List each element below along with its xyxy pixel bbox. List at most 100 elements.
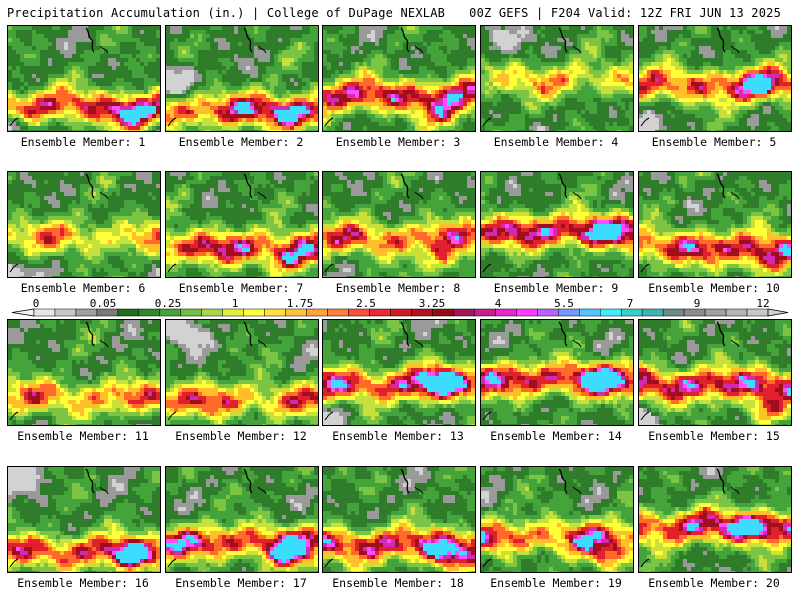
colorbar-segment xyxy=(537,308,559,317)
colorbar-tick-label: 0.25 xyxy=(155,297,182,310)
ensemble-member-map xyxy=(165,319,319,426)
coastline xyxy=(243,468,253,494)
coastline xyxy=(85,173,95,199)
colorbar-segment xyxy=(411,308,433,317)
colorbar-tick-label: 12 xyxy=(756,297,769,310)
precipitation-field xyxy=(8,172,160,277)
colorbar-left-arrow xyxy=(11,308,35,317)
ensemble-member-label: Ensemble Member: 7 xyxy=(162,281,320,295)
colorbar-segment xyxy=(641,308,664,317)
ensemble-member-label: Ensemble Member: 19 xyxy=(477,576,635,590)
coastline xyxy=(257,339,267,348)
coastline xyxy=(730,45,740,54)
colorbar-segment xyxy=(704,308,727,317)
colorbar-tick-label: 1 xyxy=(232,297,239,310)
ensemble-member-map xyxy=(322,319,476,426)
coastline xyxy=(324,411,334,421)
ensemble-member-map xyxy=(165,25,319,132)
colorbar-segment xyxy=(264,308,286,317)
colorbar-segment xyxy=(683,308,706,317)
coastline xyxy=(482,558,492,568)
precipitation-field xyxy=(481,320,633,425)
coastline xyxy=(640,411,650,421)
colorbar-segment xyxy=(33,308,56,317)
ensemble-member-label: Ensemble Member: 10 xyxy=(635,281,793,295)
ensemble-member-map xyxy=(322,25,476,132)
coastline xyxy=(257,45,267,54)
coastline xyxy=(400,173,410,199)
ensemble-member-label: Ensemble Member: 6 xyxy=(4,281,162,295)
precipitation-field xyxy=(481,26,633,131)
ensemble-member-map xyxy=(7,171,161,278)
ensemble-member-map xyxy=(638,319,792,426)
colorbar-tick-label: 3.25 xyxy=(419,297,446,310)
coastline xyxy=(324,263,334,273)
coastline xyxy=(167,117,177,127)
coastline xyxy=(716,27,726,53)
colorbar-segment xyxy=(96,308,119,317)
precipitation-field xyxy=(481,172,633,277)
ensemble-member-label: Ensemble Member: 1 xyxy=(4,135,162,149)
ensemble-member-map xyxy=(7,25,161,132)
coastline xyxy=(716,468,726,494)
ensemble-member-map xyxy=(638,25,792,132)
colorbar-tick-label: 0.05 xyxy=(90,297,117,310)
colorbar-segment xyxy=(474,308,496,317)
colorbar-segment xyxy=(558,308,580,317)
precipitation-field xyxy=(639,172,791,277)
coastline xyxy=(257,191,267,200)
map-title: Precipitation Accumulation (in.) | Colle… xyxy=(7,6,445,20)
coastline xyxy=(572,339,582,348)
ensemble-member-label: Ensemble Member: 12 xyxy=(162,429,320,443)
colorbar-segment xyxy=(390,308,412,317)
colorbar-segment xyxy=(516,308,538,317)
precipitation-field xyxy=(323,26,475,131)
coastline xyxy=(716,321,726,347)
coastline xyxy=(558,27,568,53)
colorbar-tick-label: 0 xyxy=(33,297,40,310)
ensemble-member-label: Ensemble Member: 16 xyxy=(4,576,162,590)
ensemble-member-label: Ensemble Member: 13 xyxy=(319,429,477,443)
coastline xyxy=(167,263,177,273)
coastline xyxy=(572,45,582,54)
colorbar-segment xyxy=(180,308,203,317)
ensemble-member-map xyxy=(480,171,634,278)
coastline xyxy=(99,339,109,348)
coastline xyxy=(9,263,19,273)
coastline xyxy=(482,117,492,127)
coastline xyxy=(730,339,740,348)
precipitation-field xyxy=(323,172,475,277)
coastline xyxy=(572,191,582,200)
ensemble-member-label: Ensemble Member: 14 xyxy=(477,429,635,443)
ensemble-member-map xyxy=(165,171,319,278)
coastline xyxy=(9,411,19,421)
coastline xyxy=(243,27,253,53)
colorbar-tick-label: 1.75 xyxy=(287,297,314,310)
colorbar-segment xyxy=(432,308,454,317)
colorbar-tick-label: 5.5 xyxy=(554,297,574,310)
ensemble-member-label: Ensemble Member: 20 xyxy=(635,576,793,590)
coastline xyxy=(414,191,424,200)
coastline xyxy=(482,263,492,273)
colorbar-segment xyxy=(201,308,223,317)
coastline xyxy=(167,411,177,421)
colorbar-segment xyxy=(159,308,182,317)
coastline xyxy=(9,117,19,127)
precipitation-field xyxy=(639,320,791,425)
ensemble-member-map xyxy=(322,171,476,278)
colorbar-segment xyxy=(725,308,748,317)
colorbar-segment xyxy=(327,308,349,317)
coastline xyxy=(558,173,568,199)
coastline xyxy=(414,45,424,54)
colorbar-segment xyxy=(620,308,643,317)
ensemble-member-label: Ensemble Member: 8 xyxy=(319,281,477,295)
colorbar-segment xyxy=(495,308,517,317)
colorbar-segment xyxy=(662,308,685,317)
ensemble-member-label: Ensemble Member: 15 xyxy=(635,429,793,443)
coastline xyxy=(257,486,267,495)
coastline xyxy=(730,191,740,200)
colorbar-tick-label: 9 xyxy=(694,297,701,310)
precipitation-field xyxy=(8,467,160,572)
ensemble-member-label: Ensemble Member: 17 xyxy=(162,576,320,590)
coastline xyxy=(243,173,253,199)
